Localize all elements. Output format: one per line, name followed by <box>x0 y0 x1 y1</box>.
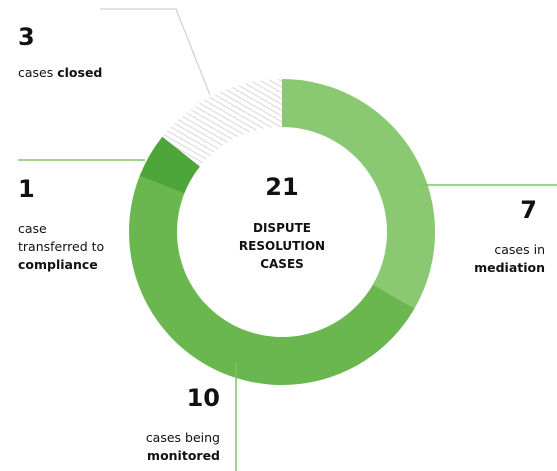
description-bold: monitored <box>147 448 220 463</box>
case-description: cases in mediation <box>474 242 545 275</box>
case-description: cases closed <box>18 65 102 80</box>
leader-line <box>100 8 211 96</box>
donut-segment <box>282 79 435 309</box>
description-line: cases being <box>146 430 220 445</box>
description-bold: mediation <box>474 260 545 275</box>
description-line: case <box>18 221 47 236</box>
donut-segment <box>162 79 282 167</box>
case-count: 1 <box>18 175 35 203</box>
description-line: cases <box>18 65 53 80</box>
case-description: cases being monitored <box>146 430 220 463</box>
case-count: 7 <box>520 196 537 224</box>
case-count: 3 <box>18 23 35 51</box>
description-line: transferred to <box>18 239 104 254</box>
donut-segment <box>128 176 415 386</box>
description-bold: compliance <box>18 257 98 272</box>
donut-segment <box>139 136 200 194</box>
description-line: cases in <box>494 242 545 257</box>
total: 21 <box>265 173 298 201</box>
description-bold: closed <box>57 65 102 80</box>
center-label: RESOLUTION <box>239 239 325 253</box>
case-count: 10 <box>187 384 220 412</box>
leader-lines <box>18 8 557 471</box>
center-label: CASES <box>260 257 304 271</box>
center-label: DISPUTE <box>253 221 311 235</box>
case-description: case transferred to compliance <box>18 221 104 272</box>
